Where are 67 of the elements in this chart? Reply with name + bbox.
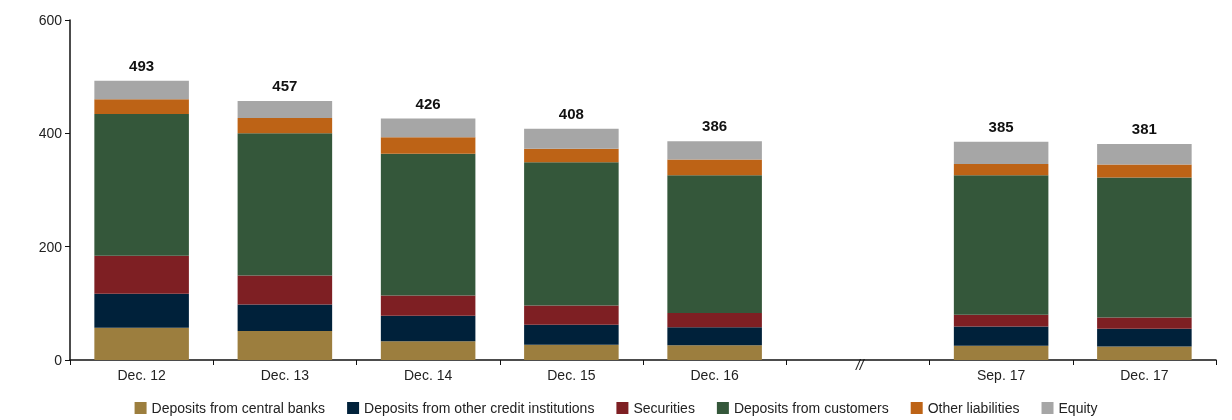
bar (953, 345, 1049, 360)
bar (380, 295, 476, 316)
bar (94, 293, 189, 328)
bar (237, 304, 333, 332)
annotation: // (854, 357, 866, 373)
bar (524, 344, 619, 360)
total-label: 386 (702, 117, 728, 135)
legend-label: Equity (1058, 400, 1098, 416)
y-tick-label: 400 (38, 125, 63, 142)
x-tick-label: Sep. 17 (976, 367, 1026, 383)
legend-label: Deposits from central banks (151, 400, 326, 416)
bar (94, 80, 189, 100)
bar (667, 175, 762, 313)
total-label: 385 (988, 117, 1014, 135)
bar (94, 99, 189, 115)
bar (524, 324, 619, 345)
bar (380, 137, 476, 154)
legend-label: Securities (633, 400, 695, 416)
bar (237, 118, 333, 134)
total-label: 457 (272, 77, 298, 95)
bar (237, 133, 333, 276)
bar (1097, 164, 1192, 178)
x-tick-label: Dec. 14 (404, 367, 453, 383)
x-tick-label: Dec. 16 (690, 367, 739, 383)
bar (953, 163, 1049, 176)
total-label: 426 (415, 94, 441, 112)
bar (94, 327, 189, 360)
bar (953, 141, 1049, 164)
x-tick-label: Dec. 12 (117, 367, 166, 383)
bar (1097, 328, 1192, 347)
total-label: 408 (558, 104, 584, 122)
bar (1097, 346, 1192, 360)
y-tick-label: 600 (38, 12, 63, 28)
bar (524, 162, 619, 306)
x-tick-label: Dec. 13 (260, 367, 310, 383)
x-tick-label: Dec. 17 (1120, 367, 1169, 383)
bar (953, 175, 1049, 315)
total-label: 381 (1131, 120, 1157, 138)
bar (667, 159, 762, 176)
bar (667, 141, 762, 160)
bar (380, 315, 476, 342)
legend-label: Other liabilities (927, 400, 1020, 416)
bar (667, 327, 762, 346)
bar (380, 341, 476, 360)
bar (524, 148, 619, 163)
bar (380, 118, 476, 138)
bar (237, 331, 333, 360)
bar (1097, 177, 1192, 318)
x-tick-label: Dec. 15 (547, 367, 596, 383)
bar (1097, 317, 1192, 329)
bar (94, 114, 189, 256)
bar (94, 255, 189, 294)
bar (524, 128, 619, 149)
y-tick-label: 0 (54, 352, 63, 368)
total-label: 493 (129, 56, 155, 74)
bar (524, 305, 619, 325)
bar (237, 275, 333, 305)
y-tick-label: 200 (38, 238, 63, 255)
bar (237, 101, 333, 119)
legend-label: Deposits from other credit institutions (364, 400, 595, 416)
legend-label: Deposits from customers (733, 400, 889, 416)
bar (1097, 144, 1192, 165)
bar (380, 153, 476, 296)
bar (953, 326, 1049, 346)
bar (667, 312, 762, 328)
bar (667, 345, 762, 360)
bar (953, 314, 1049, 327)
